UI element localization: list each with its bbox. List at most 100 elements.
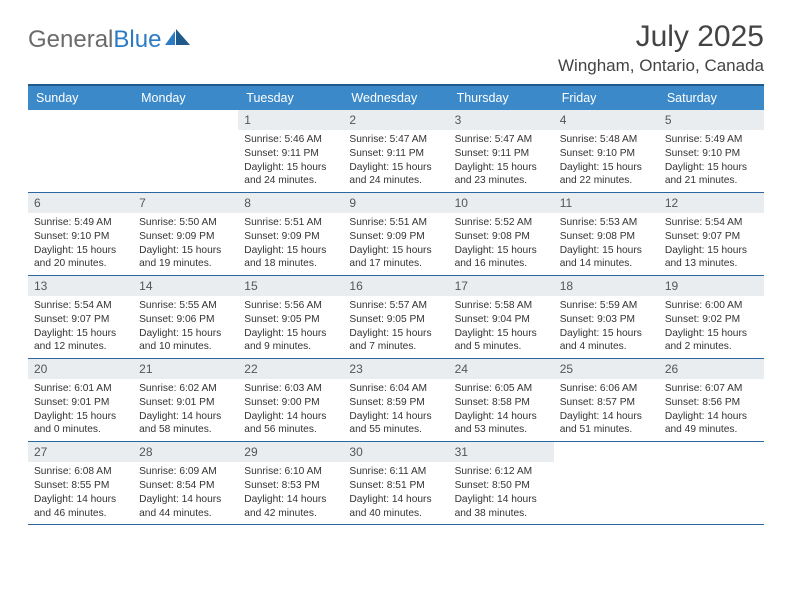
sunset-text: Sunset: 9:01 PM xyxy=(139,396,232,410)
day-details: Sunrise: 6:02 AMSunset: 9:01 PMDaylight:… xyxy=(133,379,238,441)
calendar-cell: 8Sunrise: 5:51 AMSunset: 9:09 PMDaylight… xyxy=(238,193,343,276)
daylight-text: Daylight: 15 hours and 21 minutes. xyxy=(665,161,758,189)
daylight-text: Daylight: 14 hours and 40 minutes. xyxy=(349,493,442,521)
daylight-text: Daylight: 14 hours and 51 minutes. xyxy=(560,410,653,438)
weekday-header-row: Sunday Monday Tuesday Wednesday Thursday… xyxy=(28,85,764,110)
day-details: Sunrise: 5:51 AMSunset: 9:09 PMDaylight:… xyxy=(238,213,343,275)
calendar-cell: 16Sunrise: 5:57 AMSunset: 9:05 PMDayligh… xyxy=(343,276,448,359)
sunset-text: Sunset: 9:04 PM xyxy=(455,313,548,327)
sunset-text: Sunset: 9:06 PM xyxy=(139,313,232,327)
day-number-empty xyxy=(28,110,133,130)
calendar-cell: 13Sunrise: 5:54 AMSunset: 9:07 PMDayligh… xyxy=(28,276,133,359)
daylight-text: Daylight: 14 hours and 58 minutes. xyxy=(139,410,232,438)
sunrise-text: Sunrise: 6:03 AM xyxy=(244,382,337,396)
sunrise-text: Sunrise: 6:05 AM xyxy=(455,382,548,396)
sunset-text: Sunset: 8:55 PM xyxy=(34,479,127,493)
day-details: Sunrise: 6:08 AMSunset: 8:55 PMDaylight:… xyxy=(28,462,133,524)
sunrise-text: Sunrise: 5:47 AM xyxy=(349,133,442,147)
sunrise-text: Sunrise: 6:04 AM xyxy=(349,382,442,396)
day-number-empty xyxy=(554,442,659,462)
day-details: Sunrise: 6:09 AMSunset: 8:54 PMDaylight:… xyxy=(133,462,238,524)
day-number: 11 xyxy=(554,193,659,213)
calendar-cell xyxy=(554,442,659,525)
sunset-text: Sunset: 8:58 PM xyxy=(455,396,548,410)
day-number-empty xyxy=(659,442,764,462)
day-number: 28 xyxy=(133,442,238,462)
daylight-text: Daylight: 15 hours and 18 minutes. xyxy=(244,244,337,272)
day-number: 15 xyxy=(238,276,343,296)
calendar-cell: 17Sunrise: 5:58 AMSunset: 9:04 PMDayligh… xyxy=(449,276,554,359)
day-number: 6 xyxy=(28,193,133,213)
sunrise-text: Sunrise: 5:56 AM xyxy=(244,299,337,313)
daylight-text: Daylight: 14 hours and 38 minutes. xyxy=(455,493,548,521)
sunrise-text: Sunrise: 6:09 AM xyxy=(139,465,232,479)
day-number: 19 xyxy=(659,276,764,296)
daylight-text: Daylight: 15 hours and 9 minutes. xyxy=(244,327,337,355)
sunrise-text: Sunrise: 5:58 AM xyxy=(455,299,548,313)
day-number: 29 xyxy=(238,442,343,462)
day-number: 10 xyxy=(449,193,554,213)
sunrise-text: Sunrise: 5:47 AM xyxy=(455,133,548,147)
day-number: 2 xyxy=(343,110,448,130)
sunset-text: Sunset: 9:10 PM xyxy=(560,147,653,161)
header: GeneralBlue July 2025 Wingham, Ontario, … xyxy=(28,20,764,76)
calendar-cell: 27Sunrise: 6:08 AMSunset: 8:55 PMDayligh… xyxy=(28,442,133,525)
calendar-page: GeneralBlue July 2025 Wingham, Ontario, … xyxy=(0,0,792,545)
daylight-text: Daylight: 15 hours and 22 minutes. xyxy=(560,161,653,189)
sunrise-text: Sunrise: 5:51 AM xyxy=(349,216,442,230)
calendar-week-row: 13Sunrise: 5:54 AMSunset: 9:07 PMDayligh… xyxy=(28,276,764,359)
sunrise-text: Sunrise: 5:53 AM xyxy=(560,216,653,230)
month-title: July 2025 xyxy=(558,20,764,54)
sunset-text: Sunset: 9:10 PM xyxy=(34,230,127,244)
daylight-text: Daylight: 15 hours and 13 minutes. xyxy=(665,244,758,272)
sunrise-text: Sunrise: 5:50 AM xyxy=(139,216,232,230)
calendar-table: Sunday Monday Tuesday Wednesday Thursday… xyxy=(28,84,764,525)
sunrise-text: Sunrise: 6:12 AM xyxy=(455,465,548,479)
daylight-text: Daylight: 15 hours and 17 minutes. xyxy=(349,244,442,272)
weekday-header: Monday xyxy=(133,85,238,110)
calendar-week-row: 1Sunrise: 5:46 AMSunset: 9:11 PMDaylight… xyxy=(28,110,764,193)
daylight-text: Daylight: 15 hours and 2 minutes. xyxy=(665,327,758,355)
day-details: Sunrise: 6:11 AMSunset: 8:51 PMDaylight:… xyxy=(343,462,448,524)
sunrise-text: Sunrise: 5:59 AM xyxy=(560,299,653,313)
day-details: Sunrise: 5:50 AMSunset: 9:09 PMDaylight:… xyxy=(133,213,238,275)
day-number: 8 xyxy=(238,193,343,213)
day-number: 9 xyxy=(343,193,448,213)
calendar-cell: 24Sunrise: 6:05 AMSunset: 8:58 PMDayligh… xyxy=(449,359,554,442)
calendar-cell: 3Sunrise: 5:47 AMSunset: 9:11 PMDaylight… xyxy=(449,110,554,193)
day-details: Sunrise: 5:54 AMSunset: 9:07 PMDaylight:… xyxy=(28,296,133,358)
day-number: 23 xyxy=(343,359,448,379)
location: Wingham, Ontario, Canada xyxy=(558,56,764,76)
calendar-cell: 9 Sunrise: 5:51 AMSunset: 9:09 PMDaylight… xyxy=(343,193,448,276)
sunset-text: Sunset: 8:54 PM xyxy=(139,479,232,493)
day-number: 26 xyxy=(659,359,764,379)
sunrise-text: Sunrise: 5:52 AM xyxy=(455,216,548,230)
calendar-cell: 20Sunrise: 6:01 AMSunset: 9:01 PMDayligh… xyxy=(28,359,133,442)
day-number: 16 xyxy=(343,276,448,296)
sunset-text: Sunset: 9:05 PM xyxy=(349,313,442,327)
weekday-header: Wednesday xyxy=(343,85,448,110)
sunset-text: Sunset: 8:56 PM xyxy=(665,396,758,410)
sunrise-text: Sunrise: 6:06 AM xyxy=(560,382,653,396)
calendar-cell: 25Sunrise: 6:06 AMSunset: 8:57 PMDayligh… xyxy=(554,359,659,442)
calendar-cell: 23Sunrise: 6:04 AMSunset: 8:59 PMDayligh… xyxy=(343,359,448,442)
calendar-cell: 2Sunrise: 5:47 AMSunset: 9:11 PMDaylight… xyxy=(343,110,448,193)
calendar-cell: 15Sunrise: 5:56 AMSunset: 9:05 PMDayligh… xyxy=(238,276,343,359)
day-number: 1 xyxy=(238,110,343,130)
sunset-text: Sunset: 9:09 PM xyxy=(349,230,442,244)
sunrise-text: Sunrise: 6:01 AM xyxy=(34,382,127,396)
sunrise-text: Sunrise: 5:51 AM xyxy=(244,216,337,230)
daylight-text: Daylight: 15 hours and 0 minutes. xyxy=(34,410,127,438)
daylight-text: Daylight: 15 hours and 23 minutes. xyxy=(455,161,548,189)
daylight-text: Daylight: 14 hours and 42 minutes. xyxy=(244,493,337,521)
daylight-text: Daylight: 15 hours and 4 minutes. xyxy=(560,327,653,355)
daylight-text: Daylight: 14 hours and 49 minutes. xyxy=(665,410,758,438)
day-details: Sunrise: 6:04 AMSunset: 8:59 PMDaylight:… xyxy=(343,379,448,441)
daylight-text: Daylight: 15 hours and 20 minutes. xyxy=(34,244,127,272)
day-number: 4 xyxy=(554,110,659,130)
sunrise-text: Sunrise: 6:07 AM xyxy=(665,382,758,396)
daylight-text: Daylight: 14 hours and 46 minutes. xyxy=(34,493,127,521)
daylight-text: Daylight: 15 hours and 10 minutes. xyxy=(139,327,232,355)
calendar-cell: 5Sunrise: 5:49 AMSunset: 9:10 PMDaylight… xyxy=(659,110,764,193)
calendar-week-row: 6Sunrise: 5:49 AMSunset: 9:10 PMDaylight… xyxy=(28,193,764,276)
